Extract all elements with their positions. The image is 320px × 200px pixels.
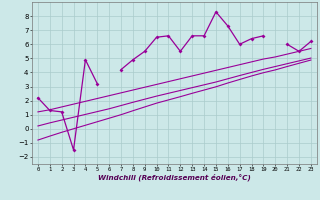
X-axis label: Windchill (Refroidissement éolien,°C): Windchill (Refroidissement éolien,°C) xyxy=(98,174,251,181)
